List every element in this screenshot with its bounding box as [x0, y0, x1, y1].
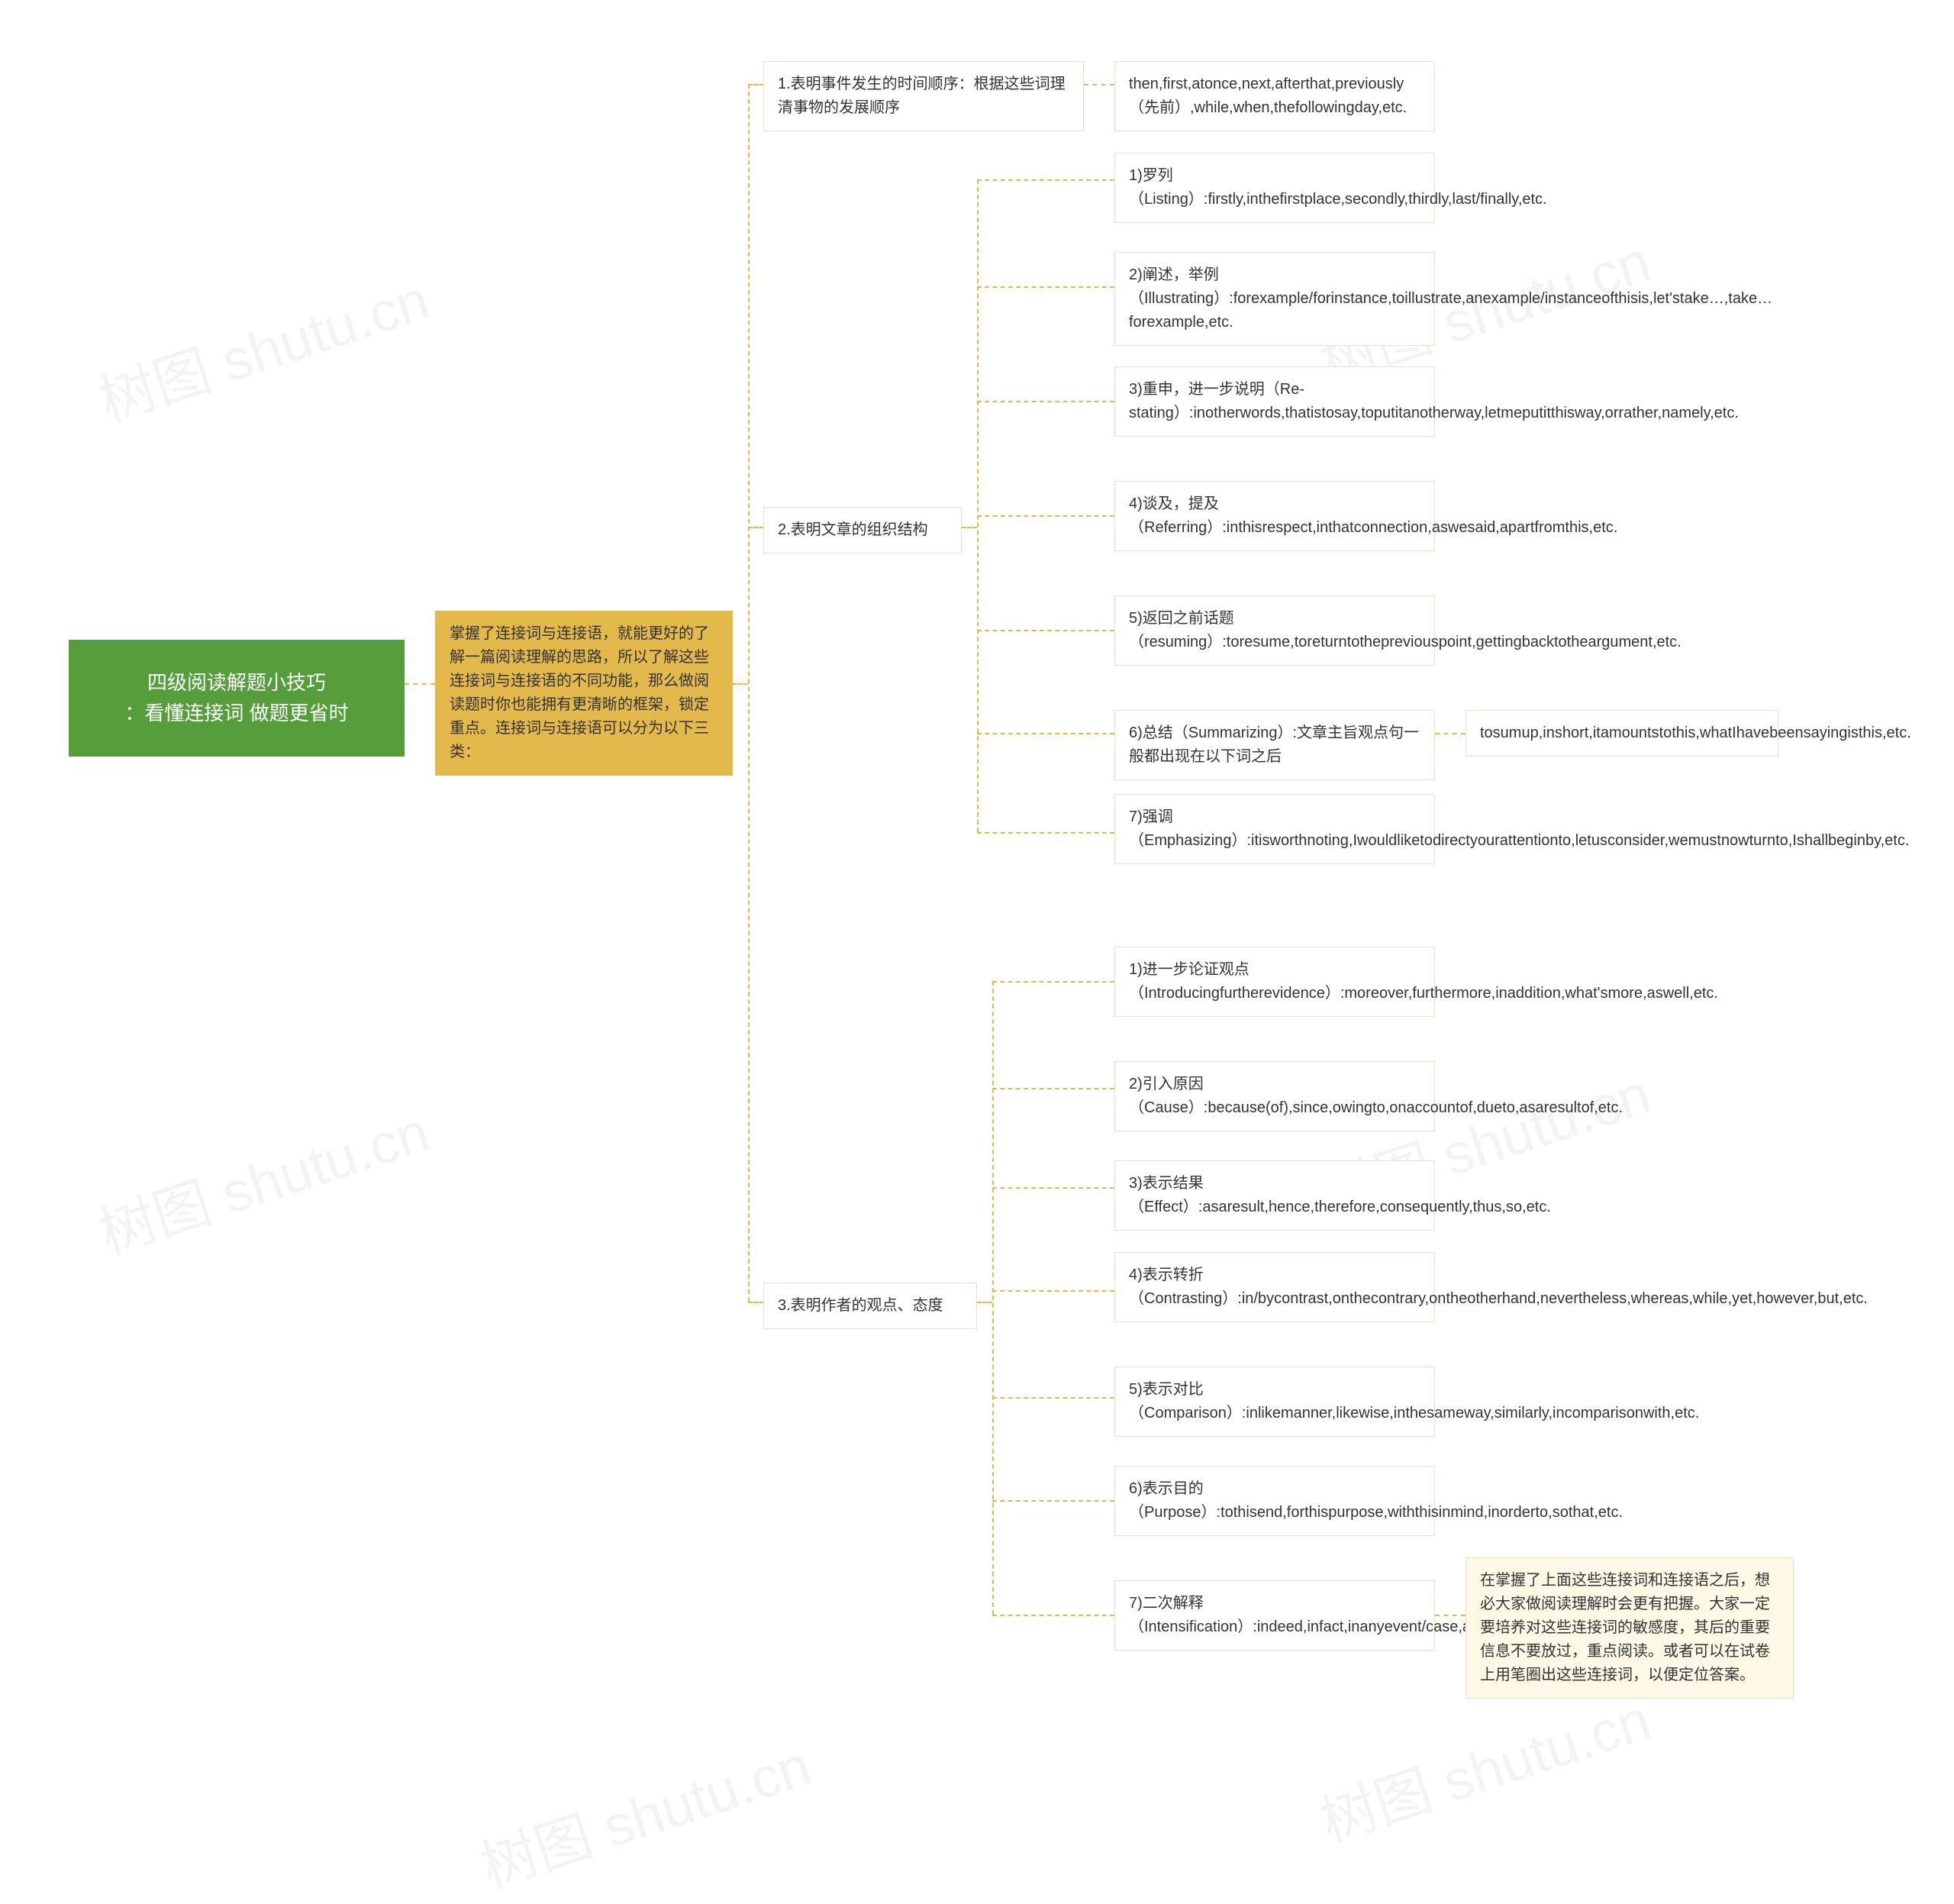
connector: [992, 1290, 1114, 1292]
connector: [977, 832, 1114, 834]
connector: [977, 401, 1114, 402]
b2-item-3: 3)重申，进一步说明（Re-stating）:inotherwords,that…: [1114, 366, 1435, 437]
connector: [977, 179, 1114, 181]
b3-item-6: 6)表示目的（Purpose）:tothisend,forthispurpose…: [1114, 1466, 1435, 1536]
b3-item-7: 7)二次解释（Intensification）:indeed,infact,in…: [1114, 1580, 1435, 1651]
connector: [733, 683, 748, 685]
connector: [992, 1088, 1114, 1089]
connector: [748, 84, 750, 1302]
intro-node: 掌握了连接词与连接语，就能更好的了解一篇阅读理解的思路，所以了解这些连接词与连接…: [435, 611, 733, 776]
connector: [977, 733, 1114, 734]
connector: [977, 630, 1114, 631]
connector: [977, 515, 1114, 517]
b2-summary-leaf: tosumup,inshort,itamountstothis,whatIhav…: [1466, 710, 1778, 757]
connector: [962, 527, 977, 528]
watermark: 树图 shutu.cn: [87, 1086, 437, 1270]
connector: [992, 981, 1114, 983]
b2-item-5: 5)返回之前话题（resuming）:toresume,toreturntoth…: [1114, 595, 1435, 666]
b2-item-7: 7)强调（Emphasizing）:itisworthnoting,Iwould…: [1114, 794, 1435, 864]
branch-1-label: 1.表明事件发生的时间顺序：根据这些词理清事物的发展顺序: [763, 61, 1084, 131]
connector: [992, 1615, 1114, 1616]
branch-1-leaf: then,first,atonce,next,afterthat,previou…: [1114, 61, 1435, 131]
connector: [1435, 1615, 1466, 1616]
b3-closing: 在掌握了上面这些连接词和连接语之后，想必大家做阅读理解时会更有把握。大家一定要培…: [1466, 1557, 1794, 1699]
connector: [977, 1302, 992, 1303]
connector: [977, 286, 1114, 288]
connector: [992, 981, 994, 1615]
branch-3-label: 3.表明作者的观点、态度: [763, 1283, 977, 1329]
b2-item-6: 6)总结（Summarizing）:文章主旨观点句一般都出现在以下词之后: [1114, 710, 1435, 780]
b3-item-1: 1)进一步论证观点（Introducingfurtherevidence）:mo…: [1114, 947, 1435, 1017]
branch-2-label: 2.表明文章的组织结构: [763, 507, 962, 553]
connector: [992, 1397, 1114, 1399]
connector: [1084, 84, 1114, 86]
watermark: 树图 shutu.cn: [469, 1720, 819, 1903]
connector: [405, 683, 435, 685]
b2-item-2: 2)阐述，举例（Illustrating）:forexample/forinst…: [1114, 252, 1435, 346]
b3-item-5: 5)表示对比（Comparison）:inlikemanner,likewise…: [1114, 1367, 1435, 1437]
connector: [992, 1500, 1114, 1502]
connector: [748, 1302, 763, 1303]
b2-item-4: 4)谈及，提及（Referring）:inthisrespect,inthatc…: [1114, 481, 1435, 551]
b2-item-1: 1)罗列（Listing）:firstly,inthefirstplace,se…: [1114, 153, 1435, 223]
watermark: 树图 shutu.cn: [1308, 1674, 1659, 1857]
b3-item-2: 2)引入原因（Cause）:because(of),since,owingto,…: [1114, 1061, 1435, 1131]
connector: [748, 84, 763, 86]
root-node: 四级阅读解题小技巧 ：看懂连接词 做题更省时: [69, 640, 405, 757]
connector: [992, 1187, 1114, 1189]
watermark: 树图 shutu.cn: [87, 254, 437, 437]
b3-item-3: 3)表示结果（Effect）:asaresult,hence,therefore…: [1114, 1160, 1435, 1231]
connector: [748, 527, 763, 528]
connector: [1435, 733, 1466, 734]
b3-item-4: 4)表示转折（Contrasting）:in/bycontrast,onthec…: [1114, 1252, 1435, 1322]
